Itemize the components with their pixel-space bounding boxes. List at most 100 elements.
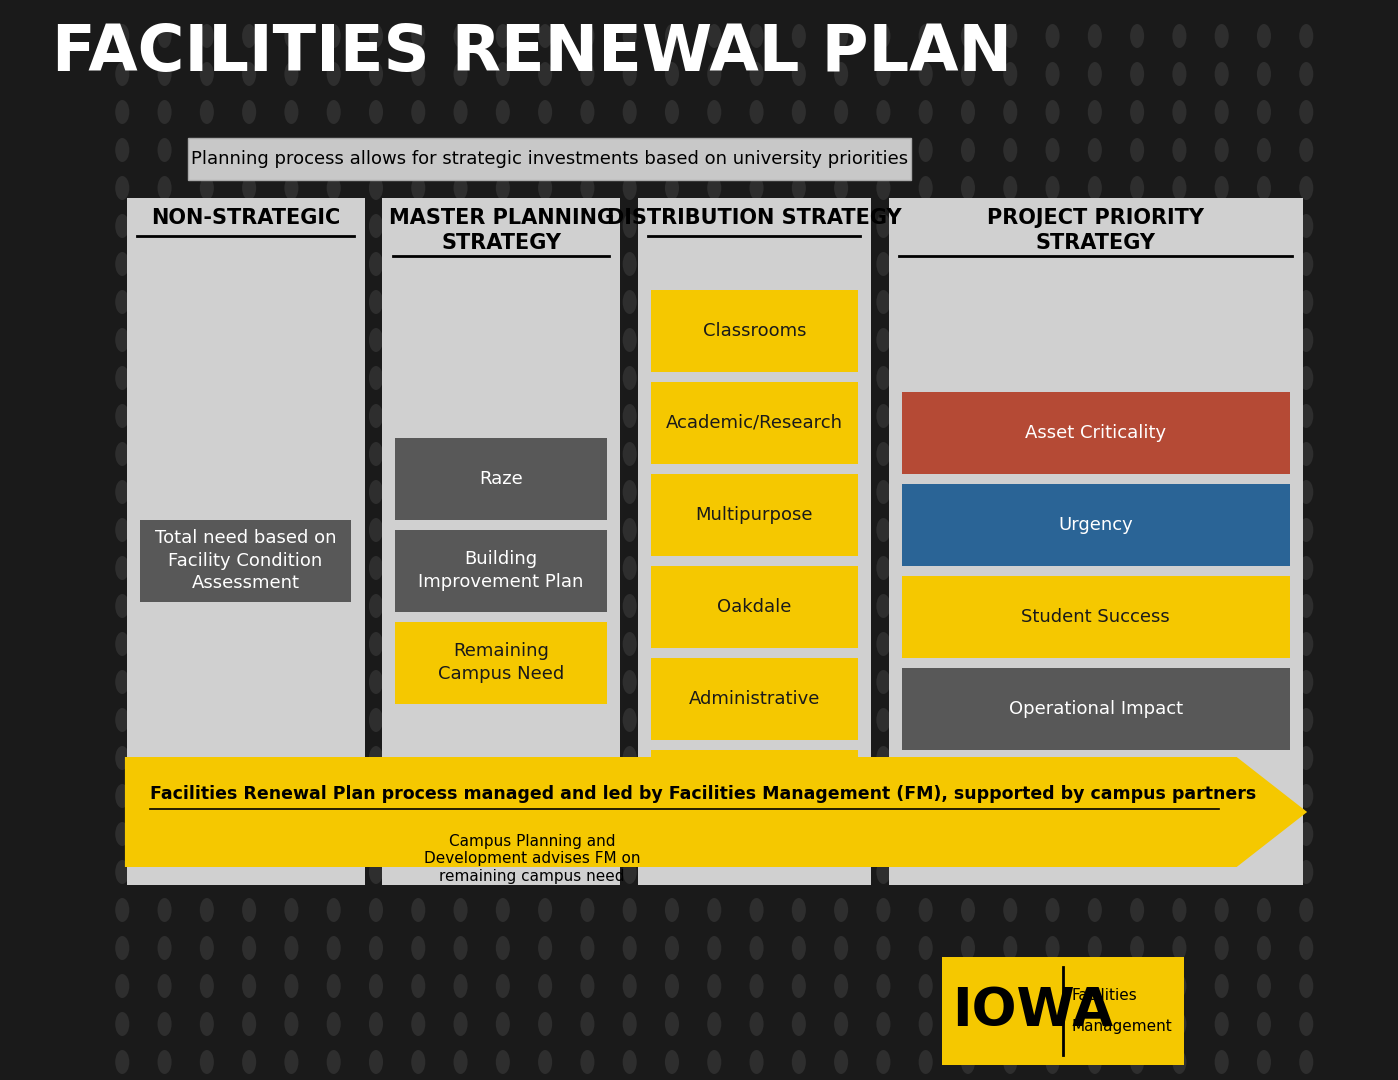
Ellipse shape [707,62,721,86]
Ellipse shape [707,214,721,238]
Ellipse shape [200,1012,214,1036]
Ellipse shape [200,328,214,352]
Ellipse shape [1088,176,1102,200]
Ellipse shape [115,784,130,808]
Ellipse shape [115,594,130,618]
Ellipse shape [835,897,849,922]
Ellipse shape [791,936,805,960]
Ellipse shape [877,822,891,846]
Ellipse shape [622,404,636,428]
Ellipse shape [496,366,510,390]
Ellipse shape [200,442,214,465]
Ellipse shape [115,822,130,846]
Ellipse shape [411,594,425,618]
Ellipse shape [411,328,425,352]
Ellipse shape [622,214,636,238]
Ellipse shape [835,176,849,200]
Ellipse shape [1299,784,1313,808]
Ellipse shape [622,670,636,694]
Ellipse shape [665,1012,679,1036]
Ellipse shape [749,214,763,238]
Ellipse shape [115,214,130,238]
Ellipse shape [1173,62,1187,86]
Ellipse shape [918,897,932,922]
Ellipse shape [918,860,932,885]
Ellipse shape [284,366,298,390]
Ellipse shape [1173,138,1187,162]
Ellipse shape [1257,518,1271,542]
Ellipse shape [665,1050,679,1074]
Ellipse shape [580,632,594,656]
Ellipse shape [158,291,172,314]
Text: Remaining
Campus Need: Remaining Campus Need [438,643,565,683]
Text: Raze: Raze [480,470,523,487]
Ellipse shape [158,897,172,922]
Ellipse shape [1257,442,1271,465]
Ellipse shape [115,328,130,352]
Ellipse shape [707,708,721,732]
Text: Oakdale: Oakdale [717,597,791,616]
Ellipse shape [749,328,763,352]
Ellipse shape [284,328,298,352]
Ellipse shape [158,670,172,694]
Ellipse shape [1088,442,1102,465]
Ellipse shape [918,632,932,656]
Ellipse shape [918,936,932,960]
FancyBboxPatch shape [902,576,1289,658]
Ellipse shape [411,100,425,124]
Ellipse shape [707,822,721,846]
Ellipse shape [1299,62,1313,86]
Ellipse shape [835,328,849,352]
Ellipse shape [580,138,594,162]
Ellipse shape [1130,328,1144,352]
Ellipse shape [115,974,130,998]
Ellipse shape [707,176,721,200]
Ellipse shape [749,708,763,732]
Ellipse shape [453,784,467,808]
Ellipse shape [538,556,552,580]
Ellipse shape [369,670,383,694]
Ellipse shape [749,62,763,86]
Ellipse shape [622,556,636,580]
Ellipse shape [665,214,679,238]
Ellipse shape [707,138,721,162]
Ellipse shape [960,1012,974,1036]
Ellipse shape [835,1050,849,1074]
Ellipse shape [284,822,298,846]
Ellipse shape [115,480,130,504]
Ellipse shape [538,480,552,504]
Ellipse shape [158,974,172,998]
Text: PROJECT PRIORITY
STRATEGY: PROJECT PRIORITY STRATEGY [987,208,1204,253]
Ellipse shape [877,708,891,732]
Ellipse shape [707,936,721,960]
Ellipse shape [115,556,130,580]
Ellipse shape [1004,1012,1018,1036]
Text: Operational Impact: Operational Impact [1008,700,1183,717]
Ellipse shape [1130,897,1144,922]
Ellipse shape [1088,822,1102,846]
Ellipse shape [918,138,932,162]
Ellipse shape [960,936,974,960]
Ellipse shape [369,328,383,352]
Ellipse shape [369,366,383,390]
Ellipse shape [200,1050,214,1074]
Ellipse shape [1046,746,1060,770]
Ellipse shape [453,442,467,465]
Ellipse shape [1215,442,1229,465]
Ellipse shape [1299,100,1313,124]
Ellipse shape [1257,176,1271,200]
FancyBboxPatch shape [382,198,619,885]
Ellipse shape [877,1012,891,1036]
Ellipse shape [918,822,932,846]
Ellipse shape [1088,556,1102,580]
Ellipse shape [1257,860,1271,885]
Ellipse shape [877,860,891,885]
Ellipse shape [369,632,383,656]
Ellipse shape [453,670,467,694]
Ellipse shape [1299,594,1313,618]
Ellipse shape [496,442,510,465]
Ellipse shape [622,24,636,48]
Ellipse shape [1130,291,1144,314]
Ellipse shape [496,860,510,885]
Ellipse shape [496,291,510,314]
